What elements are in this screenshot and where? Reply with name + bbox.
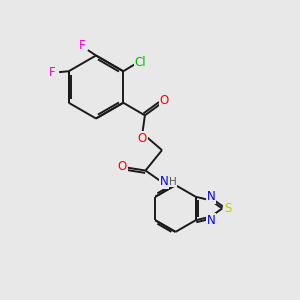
Text: F: F	[49, 66, 56, 79]
Text: O: O	[160, 94, 169, 107]
Text: S: S	[224, 202, 231, 215]
Text: O: O	[138, 132, 147, 145]
Text: Cl: Cl	[135, 56, 146, 69]
Text: N: N	[207, 214, 216, 227]
Text: H: H	[169, 177, 177, 187]
Text: N: N	[160, 175, 169, 188]
Text: F: F	[79, 39, 85, 52]
Text: N: N	[207, 190, 216, 203]
Text: O: O	[118, 160, 127, 172]
